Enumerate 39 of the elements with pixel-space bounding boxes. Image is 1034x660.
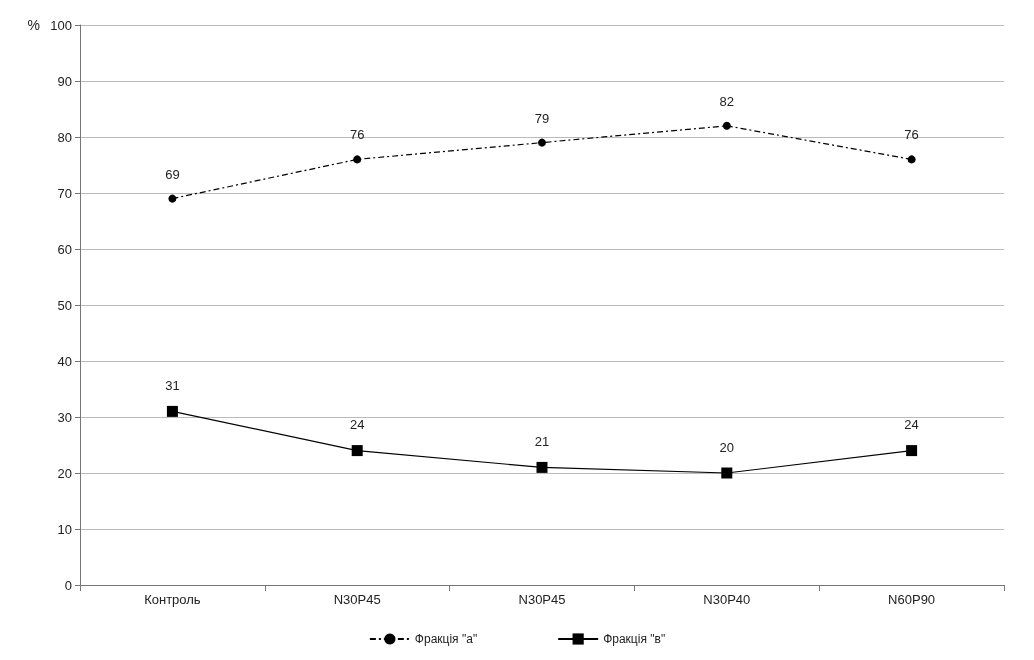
- legend-label: Фракція "а": [414, 632, 478, 646]
- data-label: 76: [349, 127, 365, 143]
- data-label: 76: [904, 127, 919, 143]
- point: [907, 155, 916, 164]
- point: [353, 155, 362, 164]
- data-label: 79: [534, 110, 550, 126]
- point: [722, 121, 731, 130]
- point: [906, 445, 918, 457]
- data-label: 24: [349, 417, 365, 433]
- y-tick-label: 80: [57, 129, 72, 145]
- y-tick-label: 50: [57, 297, 72, 313]
- y-tick-label: 40: [57, 353, 72, 369]
- x-tick-label: N30P45: [333, 592, 381, 607]
- point: [538, 138, 546, 147]
- point: [536, 461, 548, 473]
- x-tick-label: Контроль: [144, 592, 201, 607]
- x-tick-label: N30P40: [703, 592, 751, 607]
- y-tick-label: 0: [64, 577, 72, 593]
- data-label: 69: [165, 166, 180, 182]
- y-tick-label: 30: [57, 409, 72, 425]
- y-axis-title: %: [27, 17, 40, 33]
- legend-label: Фракція "в": [603, 632, 666, 646]
- point: [721, 467, 733, 479]
- x-tick-label: N30P45: [518, 592, 566, 607]
- y-tick-label: 70: [57, 185, 72, 201]
- point: [168, 194, 177, 203]
- data-label: 21: [534, 433, 550, 449]
- point: [351, 445, 363, 457]
- point: [166, 405, 178, 417]
- data-label: 82: [719, 93, 735, 109]
- data-label: 31: [165, 377, 180, 393]
- data-label: 24: [904, 417, 919, 433]
- y-tick-label: 10: [57, 521, 72, 537]
- x-tick-label: N60P90: [888, 592, 936, 607]
- data-label: 20: [719, 439, 735, 455]
- y-tick-label: 100: [50, 17, 72, 33]
- y-tick-label: 20: [57, 465, 72, 481]
- y-tick-label: 90: [57, 73, 72, 89]
- y-tick-label: 60: [57, 241, 72, 257]
